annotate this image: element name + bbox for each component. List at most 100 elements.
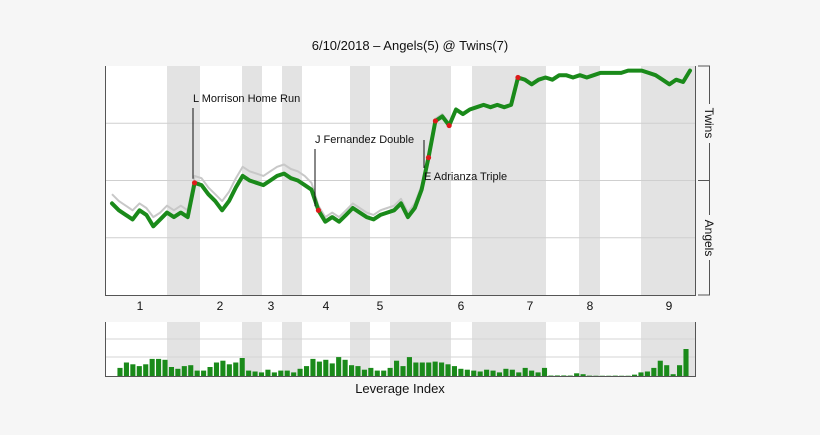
leverage-bar	[664, 365, 670, 376]
inning-shade	[579, 322, 600, 376]
leverage-bar	[394, 360, 400, 376]
leverage-bar	[297, 368, 303, 376]
leverage-bar	[136, 366, 142, 376]
annotations: L Morrison Home Run J Fernandez Double E A…	[192, 93, 507, 207]
leverage-bar	[387, 367, 393, 376]
leverage-bar	[239, 358, 245, 376]
leverage-bar	[348, 365, 355, 376]
leverage-bar	[426, 362, 432, 376]
x-tick-label: 8	[587, 299, 594, 313]
chart-title: 6/10/2018 – Angels(5) @ Twins(7)	[312, 38, 509, 53]
x-tick-label: 7	[527, 299, 534, 313]
leverage-bars	[117, 349, 689, 376]
leverage-bar	[496, 372, 503, 376]
leverage-bar	[477, 371, 483, 376]
leverage-bar	[194, 370, 200, 376]
leverage-bar	[265, 369, 271, 376]
leverage-bar	[451, 366, 458, 376]
leverage-bar	[406, 357, 412, 376]
leverage-bar	[246, 370, 252, 376]
leverage-bar	[657, 360, 663, 376]
leverage-bar	[439, 362, 445, 376]
leverage-bar	[541, 367, 548, 376]
leverage-bar	[432, 361, 438, 376]
leverage-bar	[651, 367, 657, 376]
leverage-bar	[342, 359, 348, 376]
leverage-bar	[226, 364, 232, 376]
leverage-bar	[336, 357, 342, 376]
leverage-bar	[580, 374, 586, 376]
x-tick-label: 4	[323, 299, 330, 313]
leverage-bar	[484, 369, 490, 376]
event-marker	[446, 122, 452, 129]
leverage-bar	[201, 370, 207, 376]
inning-panel	[370, 322, 390, 376]
leverage-bar	[445, 364, 451, 376]
leverage-bar	[561, 375, 567, 376]
event-marker	[425, 155, 432, 161]
inning-shade	[350, 322, 370, 376]
label-angels: Angels	[702, 220, 716, 257]
leverage-bar	[207, 367, 213, 376]
leverage-bar	[464, 369, 470, 376]
series-lines	[110, 68, 692, 229]
leverage-bar	[220, 360, 226, 376]
leverage-bar	[271, 372, 277, 376]
x-tick-label: 3	[268, 299, 275, 313]
inning-shade	[282, 322, 302, 376]
leverage-bar	[156, 358, 162, 376]
leverage-bar	[149, 358, 155, 376]
annotation-label: J Fernandez Double	[315, 134, 414, 146]
leverage-bar	[374, 370, 380, 376]
leverage-bar	[522, 367, 528, 376]
annotation-label: L Morrison Home Run	[193, 93, 300, 105]
leverage-bar	[278, 370, 284, 376]
leverage-bar	[117, 367, 123, 376]
leverage-bar	[677, 365, 683, 376]
inning-panel	[600, 322, 641, 376]
leverage-bar	[355, 366, 361, 376]
x-tick-label: 1	[137, 299, 144, 313]
inning-panel	[451, 322, 472, 376]
leverage-bar	[490, 370, 496, 376]
leverage-bar	[329, 363, 335, 376]
series-line-ghost	[111, 113, 450, 219]
event-marker	[432, 118, 439, 124]
leverage-bar	[554, 375, 560, 376]
leverage-bar	[458, 368, 464, 376]
x-tick-label: 2	[217, 299, 224, 313]
leverage-bar	[316, 361, 322, 376]
leverage-bar	[284, 370, 290, 376]
leverage-bar	[213, 362, 220, 376]
leverage-bar	[291, 372, 297, 376]
inning-tick-labels: 1 2 3 4 5 6 7 8 9	[137, 299, 673, 313]
x-tick-label: 9	[666, 299, 673, 313]
event-marker	[515, 74, 521, 81]
leverage-bar	[252, 371, 258, 376]
leverage-bar	[188, 365, 194, 376]
axes	[105, 66, 696, 377]
leverage-bar	[368, 367, 374, 376]
leverage-bar	[310, 358, 316, 376]
leverage-bar	[130, 364, 136, 376]
leverage-bar	[175, 368, 181, 376]
leverage-bar	[509, 369, 515, 376]
inning-shade	[242, 322, 262, 376]
leverage-bar	[413, 362, 419, 376]
inning-panel	[546, 322, 579, 376]
leverage-bar	[516, 372, 522, 376]
leverage-bar	[574, 373, 580, 376]
event-marker	[315, 207, 322, 213]
x-tick-label: 6	[458, 299, 465, 313]
leverage-bar	[361, 369, 367, 376]
leverage-bar	[471, 370, 477, 376]
leverage-bar	[631, 374, 638, 376]
leverage-bar	[162, 359, 168, 376]
leverage-bar	[258, 372, 265, 376]
leverage-bar	[400, 366, 406, 376]
leverage-bar	[233, 362, 239, 376]
leverage-bar	[535, 372, 541, 376]
leverage-bar	[644, 371, 650, 376]
leverage-bar	[419, 362, 425, 376]
